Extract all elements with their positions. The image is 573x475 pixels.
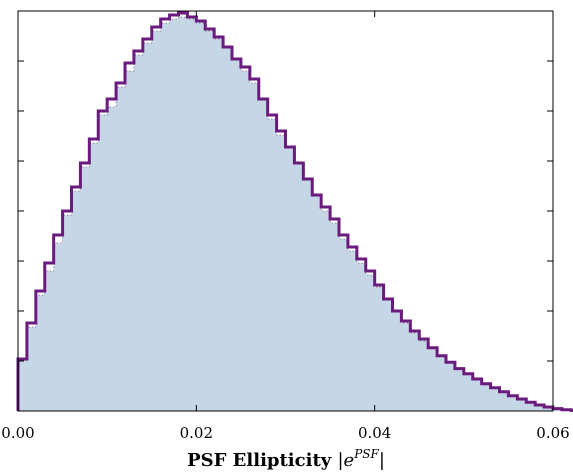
filled-bar bbox=[490, 387, 500, 411]
step-histogram-line bbox=[16, 11, 573, 412]
x-axis-title-math-end: | bbox=[379, 450, 385, 471]
filled-bar bbox=[392, 311, 402, 411]
filled-bar bbox=[142, 43, 153, 411]
filled-bar bbox=[26, 327, 37, 411]
filled-bar bbox=[178, 17, 188, 411]
filled-bar bbox=[249, 83, 260, 411]
filled-bar bbox=[499, 391, 509, 411]
filled-bar bbox=[267, 119, 277, 411]
filled-bar bbox=[312, 195, 322, 411]
filled-bar bbox=[98, 115, 108, 411]
filled-bar bbox=[419, 341, 429, 411]
filled-bar bbox=[446, 363, 456, 411]
filled-bar bbox=[508, 395, 518, 411]
plot-area bbox=[16, 11, 573, 412]
x-axis-title-superscript: PSF bbox=[353, 447, 379, 461]
filled-bar bbox=[356, 263, 367, 411]
filled-bar bbox=[18, 359, 28, 411]
filled-bar bbox=[187, 19, 197, 411]
filled-bar bbox=[472, 379, 482, 411]
filled-bar bbox=[330, 223, 340, 411]
filled-bar bbox=[35, 295, 46, 411]
x-axis-title-math: |e bbox=[337, 450, 354, 471]
x-tick-label: 0.00 bbox=[1, 424, 34, 442]
filled-bar bbox=[454, 369, 465, 411]
filled-bar bbox=[223, 47, 233, 411]
x-tick-label: 0.02 bbox=[180, 424, 213, 442]
filled-bar bbox=[463, 375, 474, 411]
filled-bar bbox=[151, 31, 161, 411]
filled-bar bbox=[365, 275, 375, 411]
axis-ticks bbox=[17, 11, 554, 411]
filled-bar bbox=[169, 19, 179, 411]
filled-bar bbox=[125, 71, 135, 411]
filled-bar bbox=[240, 71, 251, 411]
filled-bar bbox=[285, 147, 295, 411]
filled-bar bbox=[517, 399, 527, 411]
filled-bar bbox=[44, 271, 54, 411]
filled-bar bbox=[526, 403, 536, 411]
filled-bar bbox=[437, 357, 447, 411]
filled-bar bbox=[294, 163, 304, 411]
filled-bar bbox=[347, 251, 358, 411]
x-axis-title: PSF Ellipticity |ePSF| bbox=[187, 447, 385, 471]
x-axis-title-text: PSF Ellipticity bbox=[187, 450, 337, 471]
filled-bar bbox=[160, 23, 170, 411]
x-tick-labels: 0.00 0.02 0.04 0.06 bbox=[1, 424, 569, 442]
filled-bar bbox=[80, 167, 90, 411]
filled-bar bbox=[71, 191, 81, 411]
x-tick-label: 0.06 bbox=[536, 424, 569, 442]
filled-bar bbox=[544, 407, 554, 411]
filled-bar bbox=[321, 211, 331, 411]
filled-bar bbox=[410, 333, 420, 411]
filled-bar bbox=[535, 405, 545, 411]
filled-bar bbox=[205, 31, 215, 411]
filled-bar bbox=[116, 87, 126, 411]
filled-bar bbox=[481, 383, 491, 411]
filled-bar bbox=[428, 349, 438, 411]
filled-bar bbox=[374, 287, 384, 411]
filled-bar bbox=[383, 299, 393, 411]
filled-bar bbox=[107, 107, 117, 411]
filled-bar bbox=[303, 179, 313, 411]
filled-bar bbox=[276, 135, 286, 411]
filled-bar bbox=[258, 99, 268, 411]
filled-bar bbox=[214, 39, 224, 411]
filled-bar bbox=[553, 409, 563, 411]
x-tick-label: 0.04 bbox=[358, 424, 391, 442]
filled-bar bbox=[89, 143, 99, 411]
filled-bar bbox=[232, 59, 242, 411]
filled-bar bbox=[53, 243, 63, 411]
filled-bar bbox=[133, 55, 144, 411]
filled-bar bbox=[196, 23, 206, 411]
filled-bar bbox=[339, 239, 349, 411]
filled-bar bbox=[62, 215, 72, 411]
filled-bar bbox=[401, 323, 411, 411]
